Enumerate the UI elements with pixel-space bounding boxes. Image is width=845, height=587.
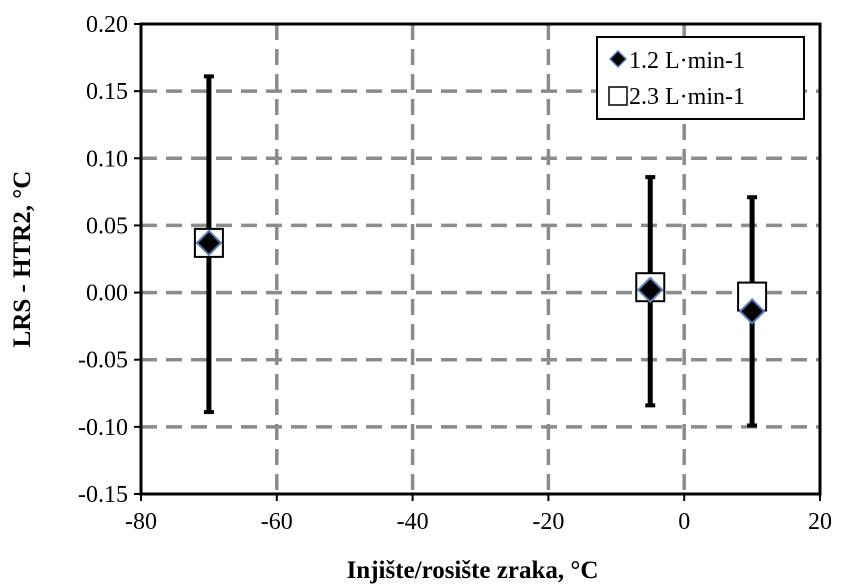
plot-area-frame [139, 22, 822, 496]
x-tick-label: 20 [808, 509, 832, 535]
x-tick-label: -80 [125, 509, 157, 535]
series-1-2-markers [195, 229, 766, 325]
y-tick-label: -0.10 [78, 415, 128, 441]
y-tick-label: -0.05 [78, 348, 128, 374]
legend-square-marker [608, 86, 628, 106]
x-tick-label: -40 [397, 509, 429, 535]
y-tick-label: 0.10 [86, 146, 128, 172]
axis-ticks: -80 -60 -40 -20 0 20 -0.15 -0.10 -0.05 0.00 0.05 0.… [78, 12, 832, 535]
y-tick-label: 0.15 [86, 79, 128, 105]
y-tick-label: -0.15 [78, 482, 128, 508]
legend-label-1-2: 1.2 L·min-1 [629, 48, 745, 74]
legend-label-2-3: 2.3 L·min-1 [629, 84, 745, 110]
y-axis-title: LRS - HTR2, °C [9, 171, 36, 348]
x-tick-label: -60 [261, 509, 293, 535]
legend: 1.2 L·min-1 2.3 L·min-1 [596, 36, 805, 120]
series-2-3-markers [193, 227, 768, 312]
x-axis-title: Injište/rosište zraka, °C [347, 557, 599, 584]
x-tick-label: -20 [532, 509, 564, 535]
legend-square-shape [608, 86, 628, 106]
error-bars [203, 74, 758, 428]
y-tick-label: 0.20 [86, 12, 128, 38]
data-point-diamond [195, 229, 223, 257]
y-tick-label: 0.05 [86, 213, 128, 239]
legend-diamond-marker [608, 49, 628, 69]
x-tick-label: 0 [678, 509, 690, 535]
legend-diamond-shape [608, 49, 628, 69]
y-tick-label: 0.00 [86, 281, 128, 307]
data-point-diamond [738, 297, 766, 325]
legend-box [596, 36, 805, 120]
data-point-diamond [636, 276, 664, 304]
